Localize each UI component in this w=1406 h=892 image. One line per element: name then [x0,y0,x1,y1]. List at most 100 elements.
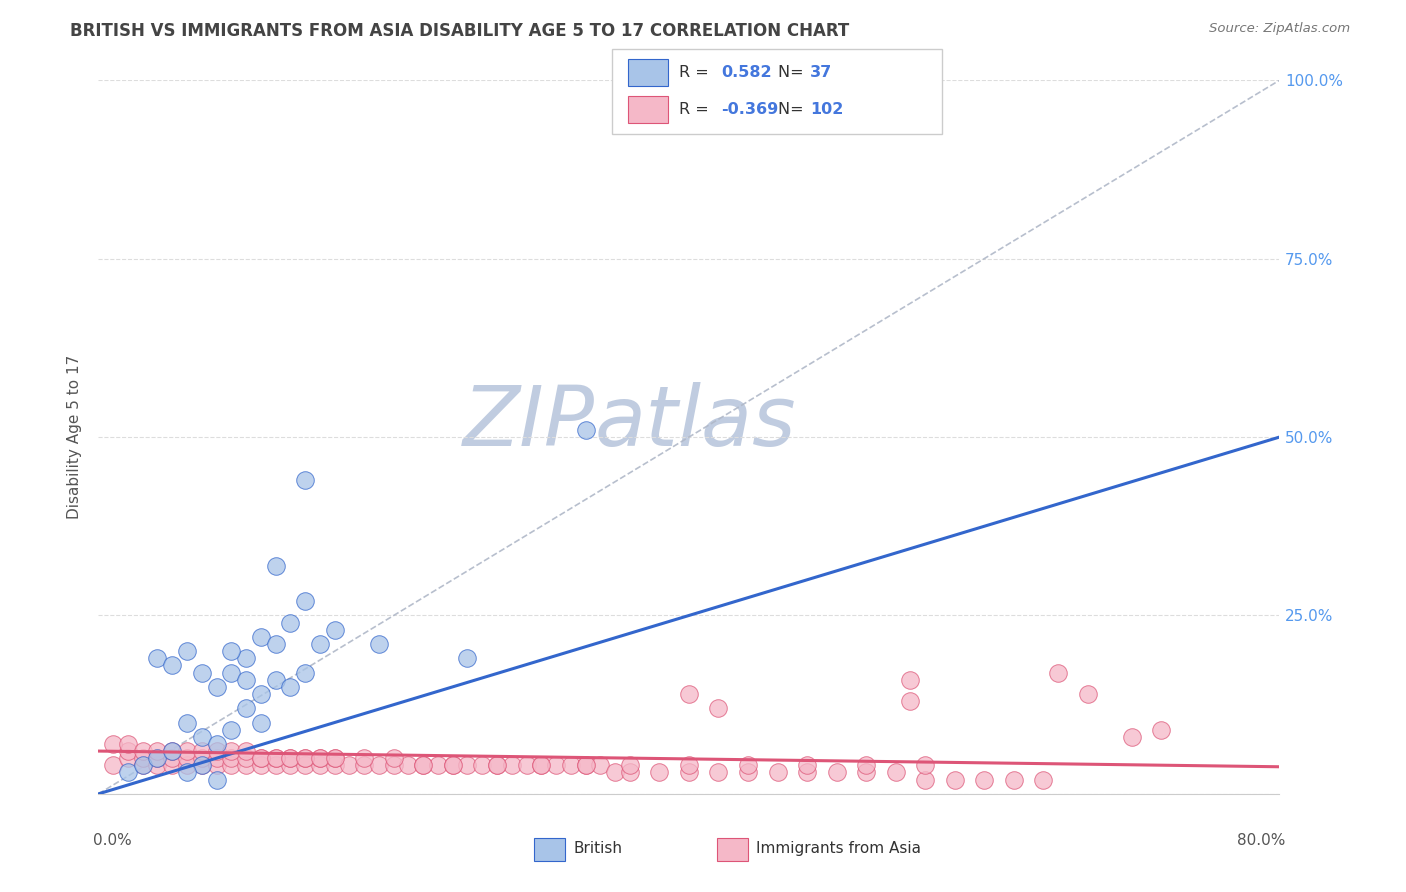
Point [914,772,936,787]
Point [162,744,183,758]
Point [309,751,332,765]
Point [205,758,228,772]
Point [382,751,405,765]
Point [1150,723,1173,737]
Point [278,751,302,765]
Point [103,737,125,751]
Text: British: British [574,841,623,855]
Point [914,758,936,772]
Point [441,758,464,772]
Point [132,751,155,765]
Point [1046,665,1069,680]
Point [441,758,464,772]
Text: 0.582: 0.582 [721,65,772,79]
Point [219,744,242,758]
Point [294,473,316,487]
Point [589,758,612,772]
Text: R =: R = [679,65,714,79]
Point [235,673,257,687]
Point [205,751,228,765]
Point [456,758,478,772]
Point [574,758,596,772]
Point [825,765,848,780]
Point [132,744,155,758]
Point [278,751,302,765]
Point [294,594,316,608]
Point [1032,772,1054,787]
Point [855,765,877,780]
Point [205,737,228,751]
Point [162,744,183,758]
Point [574,423,596,437]
Point [250,751,273,765]
Point [278,758,302,772]
Text: 80.0%: 80.0% [1237,833,1285,848]
Point [737,758,759,772]
Point [146,758,169,772]
Point [264,673,287,687]
Point [219,758,242,772]
Point [250,715,273,730]
Point [132,758,155,772]
Point [294,751,316,765]
Point [339,758,360,772]
Point [162,751,183,765]
Point [264,751,287,765]
Point [412,758,434,772]
Point [117,744,139,758]
Point [146,744,169,758]
Point [191,751,214,765]
Point [353,758,375,772]
Text: BRITISH VS IMMIGRANTS FROM ASIA DISABILITY AGE 5 TO 17 CORRELATION CHART: BRITISH VS IMMIGRANTS FROM ASIA DISABILI… [70,22,849,40]
Point [176,751,198,765]
Point [235,751,257,765]
Point [219,723,242,737]
Point [900,673,922,687]
Point [309,637,332,651]
Text: Source: ZipAtlas.com: Source: ZipAtlas.com [1209,22,1350,36]
Point [205,680,228,694]
Point [471,758,494,772]
Point [309,751,332,765]
Text: N=: N= [778,103,808,117]
Point [294,665,316,680]
Point [264,558,287,573]
Point [219,665,242,680]
Point [191,730,214,744]
Point [1002,772,1025,787]
Point [117,765,139,780]
Point [278,615,302,630]
Point [250,630,273,644]
Point [191,758,214,772]
Point [191,744,214,758]
Point [191,665,214,680]
Point [117,737,139,751]
Point [250,758,273,772]
Point [456,651,478,665]
Text: N=: N= [778,65,808,79]
Point [943,772,966,787]
Point [486,758,509,772]
Point [501,758,523,772]
Point [382,758,405,772]
Point [309,758,332,772]
Point [103,758,125,772]
Text: -0.369: -0.369 [721,103,779,117]
Point [619,765,641,780]
Point [176,715,198,730]
Point [146,751,169,765]
Point [176,644,198,658]
Point [678,687,700,701]
Point [707,765,730,780]
Point [737,765,759,780]
Point [235,651,257,665]
Point [796,765,818,780]
Point [1077,687,1099,701]
Point [323,758,346,772]
Point [323,751,346,765]
Text: ZIP: ZIP [463,383,595,463]
Point [368,637,391,651]
Point [323,751,346,765]
Point [605,765,627,780]
Point [117,751,139,765]
